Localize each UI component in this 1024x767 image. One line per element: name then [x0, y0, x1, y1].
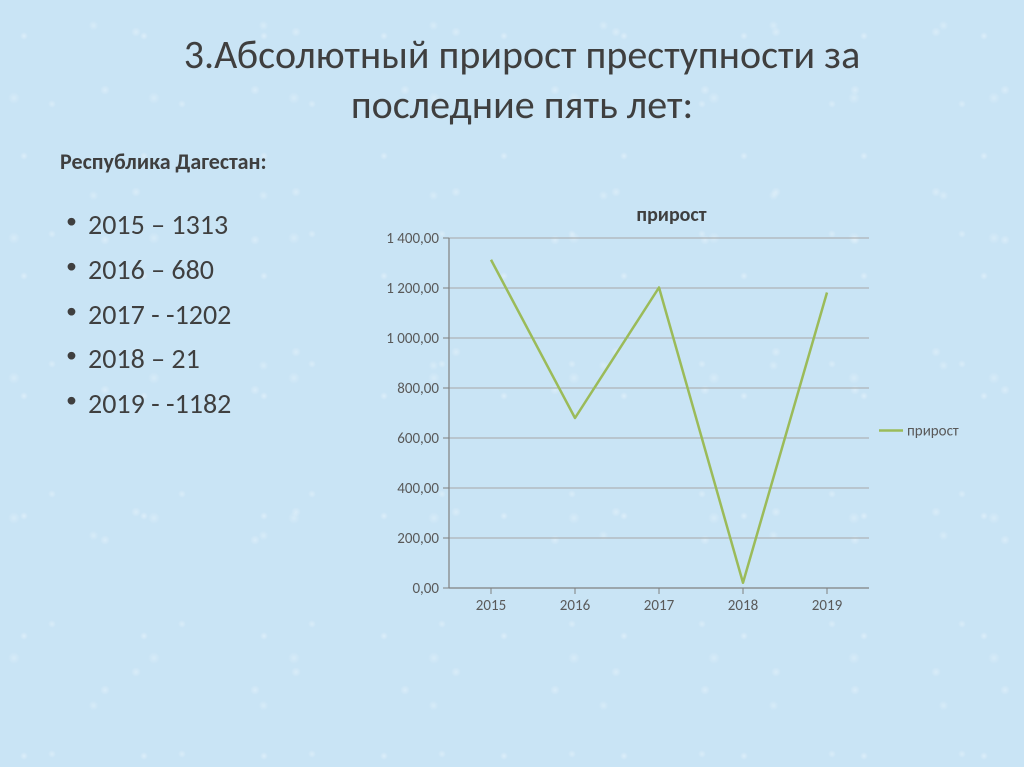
line-chart: 0,00 200,00 400,00 600,00 800,00 1 000,00 1 20…	[359, 233, 984, 625]
y-tick-label: 800,00	[397, 380, 439, 398]
x-tick-label: 2015	[476, 597, 506, 615]
subtitle: Республика Дагестан:	[60, 148, 984, 175]
bullet-item: 2018 – 21	[60, 337, 359, 382]
bullet-item: 2017 - -1202	[60, 293, 359, 338]
slide: 3.Абсолютный прирост преступности за пос…	[0, 0, 1024, 767]
content-row: 2015 – 13132016 – 6802017 - -12022018 – …	[60, 203, 984, 625]
y-tick-label: 200,00	[397, 530, 439, 548]
chart-title: прирост	[359, 203, 984, 227]
y-tick-label: 600,00	[397, 430, 439, 448]
bullets-list: 2015 – 13132016 – 6802017 - -12022018 – …	[60, 203, 359, 427]
title-line-1: 3.Абсолютный прирост преступности за	[184, 30, 860, 79]
y-tick-label: 0,00	[412, 580, 439, 598]
y-tick-label: 400,00	[397, 480, 439, 498]
title-line-2: последние пять лет:	[351, 80, 693, 129]
y-tick-label: 1 400,00	[386, 233, 439, 248]
bullet-item: 2019 - -1182	[60, 382, 359, 427]
chart-panel: прирост 0,00 200,00 400,00 600,00 800,00 1 00…	[359, 203, 984, 625]
bullets-panel: 2015 – 13132016 – 6802017 - -12022018 – …	[60, 203, 359, 625]
legend-label: прирост	[907, 423, 959, 441]
bullet-item: 2015 – 1313	[60, 203, 359, 248]
y-tick-label: 1 000,00	[386, 330, 439, 348]
x-tick-label: 2017	[644, 597, 675, 615]
data-line	[491, 260, 827, 583]
x-tick-label: 2018	[728, 597, 758, 615]
x-tick-label: 2016	[560, 597, 591, 615]
x-tick-label: 2019	[812, 597, 843, 615]
y-tick-label: 1 200,00	[386, 280, 439, 298]
bullet-item: 2016 – 680	[60, 248, 359, 293]
page-title: 3.Абсолютный прирост преступности за пос…	[60, 30, 984, 130]
